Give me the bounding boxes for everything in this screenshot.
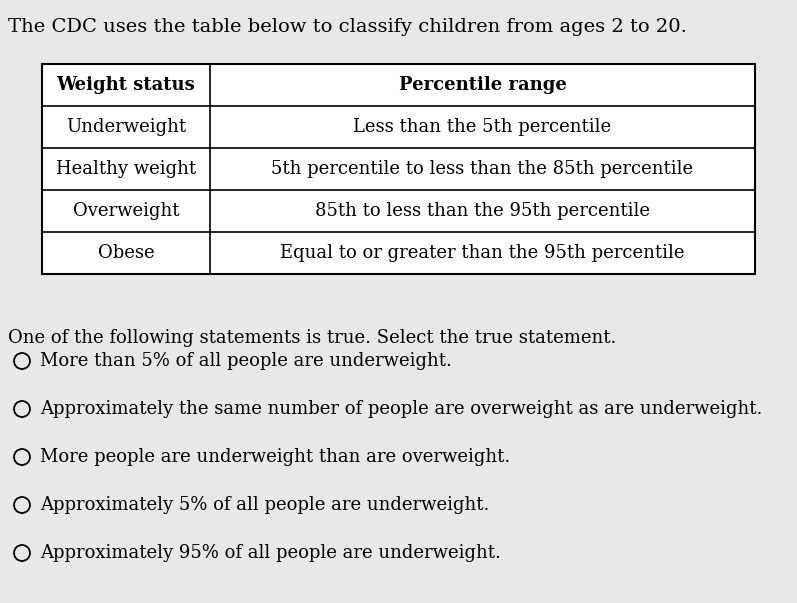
Text: 5th percentile to less than the 85th percentile: 5th percentile to less than the 85th per… bbox=[272, 160, 693, 178]
Text: Overweight: Overweight bbox=[73, 202, 179, 220]
Text: The CDC uses the table below to classify children from ages 2 to 20.: The CDC uses the table below to classify… bbox=[8, 18, 687, 36]
Text: Obese: Obese bbox=[98, 244, 155, 262]
Text: 85th to less than the 95th percentile: 85th to less than the 95th percentile bbox=[315, 202, 650, 220]
Text: Percentile range: Percentile range bbox=[398, 76, 567, 94]
Text: More people are underweight than are overweight.: More people are underweight than are ove… bbox=[40, 448, 510, 466]
Text: Approximately the same number of people are overweight as are underweight.: Approximately the same number of people … bbox=[40, 400, 763, 418]
Text: One of the following statements is true. Select the true statement.: One of the following statements is true.… bbox=[8, 329, 616, 347]
Text: Approximately 5% of all people are underweight.: Approximately 5% of all people are under… bbox=[40, 496, 489, 514]
Text: Weight status: Weight status bbox=[57, 76, 195, 94]
Text: Healthy weight: Healthy weight bbox=[56, 160, 196, 178]
Text: Less than the 5th percentile: Less than the 5th percentile bbox=[353, 118, 611, 136]
Text: Underweight: Underweight bbox=[66, 118, 186, 136]
Text: Equal to or greater than the 95th percentile: Equal to or greater than the 95th percen… bbox=[281, 244, 685, 262]
Text: More than 5% of all people are underweight.: More than 5% of all people are underweig… bbox=[40, 352, 452, 370]
Bar bbox=[42, 64, 755, 274]
Text: Approximately 95% of all people are underweight.: Approximately 95% of all people are unde… bbox=[40, 544, 501, 562]
